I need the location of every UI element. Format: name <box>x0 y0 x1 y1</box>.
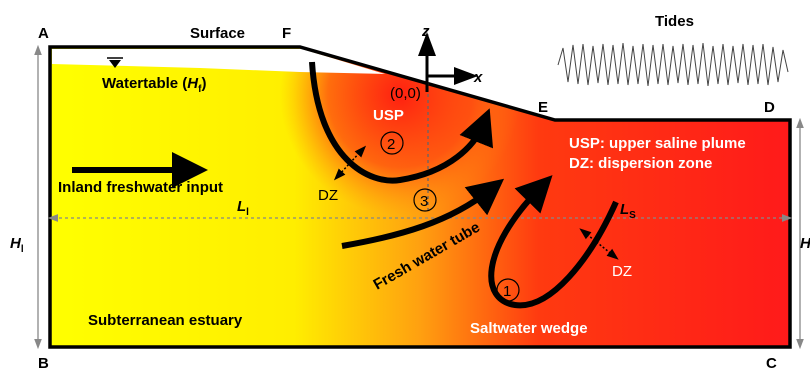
corner-label: B <box>38 355 49 372</box>
legend-text: USP: upper saline plume <box>569 135 746 152</box>
legend-text: DZ: dispersion zone <box>569 155 712 172</box>
wedge-label: Saltwater wedge <box>470 320 588 337</box>
tides-wave <box>558 43 788 86</box>
axis-label: z <box>421 23 430 40</box>
corner-label: A <box>38 25 49 42</box>
height-label: Hl <box>10 235 24 255</box>
estuary-label: Subterranean estuary <box>88 312 243 329</box>
corner-label: D <box>764 99 775 116</box>
page: A B C D E F Surface Tides Watertable (Hf… <box>0 0 810 373</box>
inland-input-label: Inland freshwater input <box>58 179 223 196</box>
height-label: HS <box>800 235 810 255</box>
origin-label: (0,0) <box>390 85 421 102</box>
surface-label: Surface <box>190 25 245 42</box>
usp-label: USP <box>373 107 404 124</box>
diagram: A B C D E F Surface Tides Watertable (Hf… <box>0 0 810 373</box>
dz-label: DZ <box>612 263 632 280</box>
tides-label: Tides <box>655 13 694 30</box>
corner-label: F <box>282 25 291 42</box>
corner-label: C <box>766 355 777 372</box>
zone-number: 3 <box>420 193 428 210</box>
zone-number: 1 <box>503 283 511 300</box>
axis-label: x <box>473 69 483 86</box>
corner-label: E <box>538 99 548 116</box>
zone-number: 2 <box>387 136 395 153</box>
dz-label: DZ <box>318 187 338 204</box>
